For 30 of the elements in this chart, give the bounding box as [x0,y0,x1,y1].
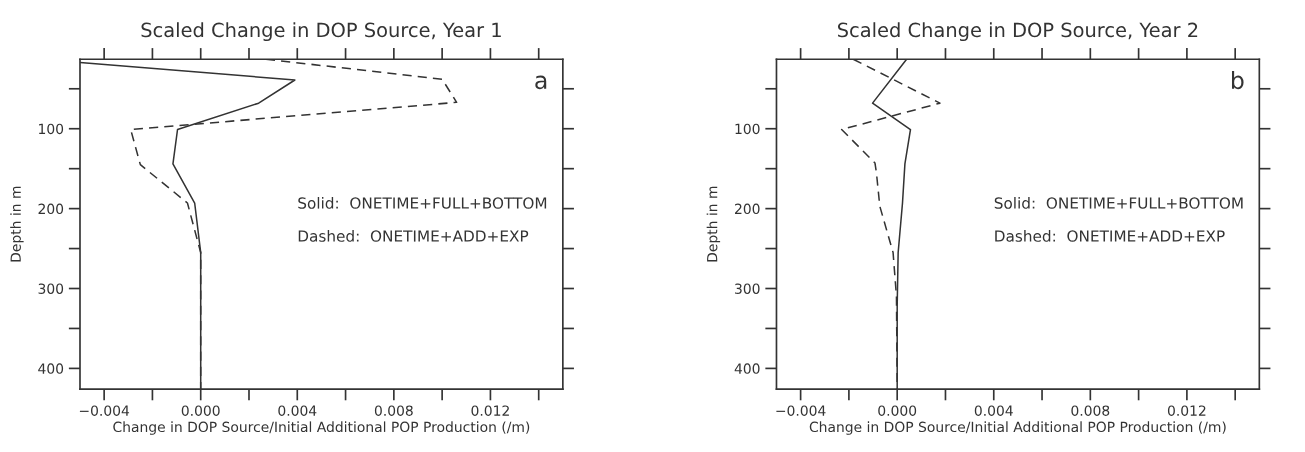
x-tick-label: 0.004 [278,405,317,416]
chart-title: Scaled Change in DOP Source, Year 2 [837,22,1198,42]
y-tick-label: 100 [735,123,760,135]
annotation: Dashed: ONETIME+ADD+EXP [995,230,1225,242]
annotation: Solid: ONETIME+FULL+BOTTOM [994,197,1243,209]
x-tick-label: 0.008 [1071,405,1110,416]
y-tick-label: 100 [39,123,64,135]
y-axis-title: Depth in m [10,186,24,262]
x-tick-label: 0.000 [878,405,917,416]
annotation: Dashed: ONETIME+ADD+EXP [298,230,529,242]
x-tick-label: 0.012 [1167,405,1206,416]
x-tick-label: −0.004 [79,405,130,416]
y-axis-title: Depth in m [706,186,721,262]
annotation: Solid: ONETIME+FULL+BOTTOM [298,197,547,209]
x-tick-label: 0.000 [181,405,220,416]
y-tick-label: 200 [38,203,64,215]
y-tick-label: 400 [734,363,760,374]
x-axis-title: Change in DOP Source/Initial Additional POP Production (/m) [809,421,1226,435]
y-tick-label: 400 [38,363,64,374]
y-tick-label: 300 [38,283,64,294]
x-tick-label: 0.008 [374,405,413,416]
annotation: b [1231,70,1244,90]
x-tick-label: 0.004 [974,405,1013,416]
x-tick-label: −0.004 [776,405,826,416]
y-tick-label: 200 [735,203,760,215]
y-tick-label: 300 [735,283,760,294]
chart-title: Scaled Change in DOP Source, Year 1 [141,22,501,42]
x-tick-label: 0.012 [471,405,509,416]
x-axis-title: Change in DOP Source/Initial Additional POP Production (/m) [113,421,530,435]
annotation: a [535,75,547,90]
